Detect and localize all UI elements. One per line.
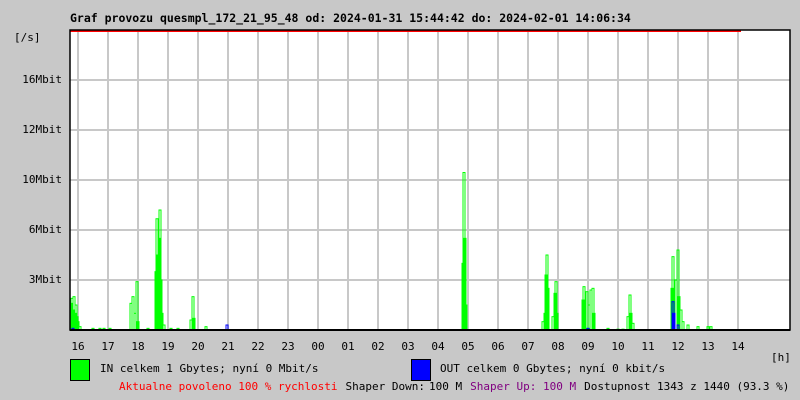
chart-title: Graf provozu quesmpl_172_21_95_48 od: 20… bbox=[70, 11, 631, 25]
x-tick-label: 14 bbox=[731, 340, 745, 353]
x-tick-label: 13 bbox=[701, 340, 715, 353]
y-tick-label: 10Mbit bbox=[22, 173, 62, 186]
x-tick-label: 21 bbox=[221, 340, 235, 353]
availability-text: Dostupnost 1343 z 1440 (93.3 %) bbox=[584, 380, 790, 393]
allowed-speed-text: Aktualne povoleno 100 % rychlosti bbox=[119, 380, 338, 393]
x-tick-label: 05 bbox=[461, 340, 475, 353]
x-tick-label: 04 bbox=[431, 340, 445, 353]
x-axis-unit: [h] bbox=[771, 351, 791, 364]
legend-in-label: IN celkem 1 Gbytes; nyní 0 Mbit/s bbox=[100, 362, 319, 375]
legend-in-swatch bbox=[70, 359, 90, 381]
x-tick-label: 09 bbox=[581, 340, 595, 353]
x-tick-label: 23 bbox=[281, 340, 295, 353]
x-tick-label: 16 bbox=[71, 340, 85, 353]
x-tick-label: 06 bbox=[491, 340, 505, 353]
y-tick-label: 6Mbit bbox=[28, 223, 62, 236]
x-tick-label: 01 bbox=[341, 340, 355, 353]
x-tick-label: 17 bbox=[101, 340, 115, 353]
x-tick-label: 07 bbox=[521, 340, 535, 353]
y-tick-label: 3Mbit bbox=[28, 273, 62, 286]
x-tick-label: 10 bbox=[611, 340, 625, 353]
y-tick-label: 12Mbit bbox=[22, 123, 62, 136]
x-tick-label: 11 bbox=[641, 340, 655, 353]
status-footer: Aktualne povoleno 100 % rychlosti Shaper … bbox=[119, 380, 797, 393]
y-tick-label: 16Mbit bbox=[22, 73, 62, 86]
legend-out-swatch bbox=[411, 359, 431, 381]
x-tick-label: 19 bbox=[161, 340, 175, 353]
x-tick-label: 00 bbox=[311, 340, 325, 353]
shaper-down-label: Shaper Down: bbox=[345, 380, 426, 393]
x-tick-label: 08 bbox=[551, 340, 565, 353]
legend-out-label: OUT celkem 0 Gbytes; nyní 0 kbit/s bbox=[440, 362, 666, 375]
x-tick-label: 18 bbox=[131, 340, 145, 353]
x-tick-label: 12 bbox=[671, 340, 685, 353]
shaper-up-text: Shaper Up: 100 M bbox=[470, 380, 577, 393]
shaper-down-value: 100 M bbox=[429, 380, 463, 393]
y-axis-unit: [/s] bbox=[14, 31, 41, 44]
x-tick-label: 03 bbox=[401, 340, 415, 353]
x-tick-label: 22 bbox=[251, 340, 265, 353]
x-tick-label: 20 bbox=[191, 340, 205, 353]
x-tick-label: 02 bbox=[371, 340, 385, 353]
